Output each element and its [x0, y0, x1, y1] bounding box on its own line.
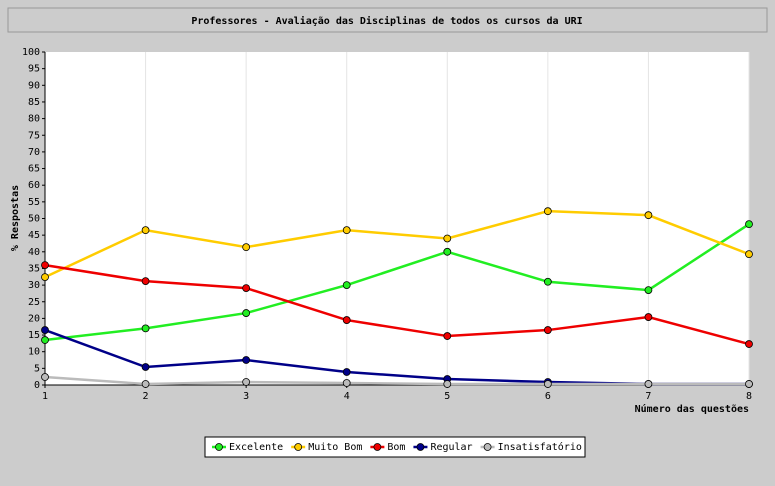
series-line: [44, 209, 750, 279]
data-point: [141, 324, 150, 333]
x-tick-label: 3: [243, 391, 249, 402]
y-tick-label: 35: [28, 263, 40, 274]
y-tick-label: 30: [28, 280, 40, 291]
y-tick-label: 40: [28, 247, 40, 258]
x-tick-label: 4: [344, 391, 350, 402]
data-point: [745, 340, 753, 348]
data-point: [242, 243, 251, 252]
plot-area: [45, 52, 749, 385]
y-tick-label: 85: [28, 97, 40, 108]
data-point: [644, 313, 653, 321]
data-point: [745, 380, 753, 388]
data-point: [443, 380, 452, 388]
x-tick-label: 5: [444, 391, 450, 402]
data-point: [141, 226, 150, 235]
legend-label: Excelente: [229, 442, 283, 453]
data-point: [41, 273, 49, 282]
data-point: [41, 261, 49, 270]
data-point: [141, 363, 150, 371]
data-point: [342, 316, 351, 324]
data-point: [342, 368, 351, 376]
legend-label: Bom: [387, 442, 405, 453]
legend-marker: [294, 443, 303, 451]
y-tick-label: 45: [28, 230, 40, 241]
data-point: [443, 247, 452, 256]
data-point: [443, 332, 452, 340]
data-point: [644, 380, 653, 388]
data-point: [41, 326, 49, 334]
legend-box: [204, 436, 586, 458]
data-point: [543, 207, 552, 216]
y-tick-label: 15: [28, 330, 40, 341]
y-tick-label: 90: [28, 80, 40, 91]
y-tick-label: 60: [28, 180, 40, 191]
data-point: [242, 356, 251, 364]
legend-label: Muito Bom: [308, 442, 362, 453]
data-point: [141, 277, 150, 286]
data-point: [342, 379, 351, 387]
y-tick-label: 5: [34, 363, 40, 374]
data-point: [342, 281, 351, 290]
y-tick-label: 100: [22, 47, 40, 58]
y-tick-label: 80: [28, 114, 40, 125]
legend-marker: [373, 443, 382, 451]
series-line: [44, 223, 750, 342]
data-point: [242, 309, 251, 317]
data-point: [342, 226, 351, 235]
legend-marker: [215, 443, 223, 451]
data-point: [141, 380, 150, 388]
series-line: [44, 375, 749, 386]
y-tick-label: 70: [28, 147, 40, 158]
data-point: [41, 336, 49, 344]
y-tick-label: 95: [28, 64, 40, 75]
data-point: [745, 220, 753, 229]
legend-marker: [416, 443, 425, 451]
data-point: [644, 286, 653, 294]
series-line: [44, 263, 750, 346]
x-tick-label: 8: [746, 391, 752, 402]
y-tick-label: 0: [34, 380, 40, 391]
data-point: [543, 380, 552, 388]
x-tick-label: 2: [143, 391, 149, 402]
data-point: [644, 211, 653, 220]
x-axis-label: Número das questões: [635, 403, 749, 415]
y-tick-label: 50: [28, 214, 40, 225]
y-tick-label: 75: [28, 130, 40, 141]
data-point: [242, 284, 251, 292]
y-tick-label: 10: [28, 347, 40, 358]
y-tick-label: 65: [28, 164, 40, 175]
title-bar: [7, 7, 768, 33]
y-tick-label: 55: [28, 197, 40, 208]
x-tick-label: 1: [42, 391, 48, 402]
data-point: [543, 277, 552, 286]
data-point: [745, 250, 753, 259]
x-tick-label: 6: [545, 391, 551, 402]
x-tick-label: 7: [645, 391, 651, 402]
y-tick-label: 25: [28, 297, 40, 308]
legend-label: Insatisfatório: [498, 441, 582, 453]
data-point: [543, 326, 552, 334]
data-point: [242, 378, 251, 386]
legend-label: Regular: [430, 442, 472, 453]
y-axis-label: % Respostas: [10, 185, 21, 251]
chart-title: Professores - Avaliação das Disciplinas …: [191, 15, 582, 27]
data-point: [41, 373, 49, 381]
legend-marker: [483, 443, 492, 451]
y-tick-label: 20: [28, 313, 40, 324]
data-point: [443, 234, 452, 243]
